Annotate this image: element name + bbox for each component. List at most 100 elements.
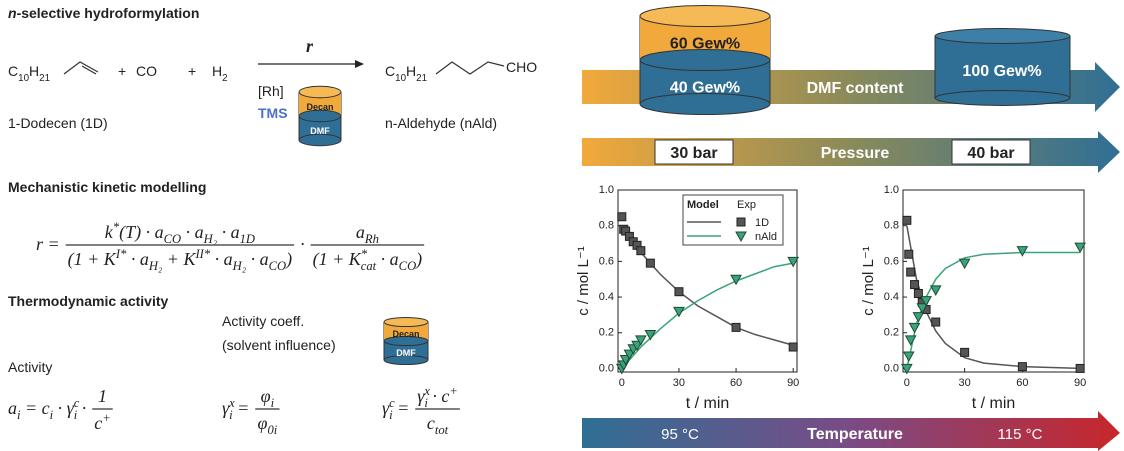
- text-run: c: [427, 413, 435, 433]
- marker-square: [1018, 363, 1026, 371]
- y-tick-label: 1.0: [884, 184, 899, 196]
- cylinder-top: [299, 86, 341, 98]
- text-run: ·: [300, 234, 305, 254]
- cylinder-label: 40 Gew%: [670, 80, 740, 97]
- legend-title: Model: [687, 199, 719, 211]
- section-title: Thermodynamic activity: [8, 293, 168, 309]
- marker-triangle: [910, 323, 920, 332]
- coeff-note: (solvent influence): [222, 337, 336, 353]
- text-run: 1: [98, 386, 107, 406]
- plus: +: [118, 63, 126, 79]
- formula: C10H21: [8, 63, 50, 84]
- marker-square: [618, 213, 626, 221]
- y-axis-label: c / mol L⁻¹: [575, 246, 592, 316]
- text-run: φ: [258, 413, 268, 433]
- temperature-high: 115 °C: [998, 426, 1043, 443]
- text-run: · c: [428, 386, 450, 406]
- reactant-name: 1-Dodecen (1D): [8, 115, 108, 131]
- fraction-numerator: aRh: [356, 222, 379, 246]
- text-run: r =: [36, 234, 60, 254]
- marker-square: [907, 268, 915, 276]
- x-tick-label: 0: [904, 377, 910, 389]
- tms: TMS: [258, 105, 288, 121]
- text-run: C: [8, 63, 18, 79]
- plot-frame: [903, 190, 1084, 372]
- equation-text: ai = ci · γci ·: [8, 396, 86, 422]
- text-run: 10: [395, 73, 406, 84]
- text-run: cat: [361, 259, 377, 273]
- marker-triangle: [1017, 247, 1027, 256]
- marker-square: [903, 216, 911, 224]
- y-tick-label: 1.0: [599, 184, 614, 196]
- text-run: +: [449, 384, 458, 398]
- text-run: c: [94, 413, 102, 433]
- fraction-denominator: φ0i: [258, 413, 278, 437]
- cylinder-interface: [299, 110, 341, 122]
- text-run: CO: [164, 232, 182, 246]
- text-run: · a: [126, 249, 149, 269]
- text-run: (1 + K: [313, 249, 362, 270]
- text-run: · a: [246, 249, 269, 269]
- marker-triangle: [960, 259, 970, 268]
- activity-label: Activity: [8, 359, 52, 375]
- equation-text: r =: [36, 234, 60, 254]
- x-tick-label: 90: [1074, 377, 1086, 389]
- text-run: C: [385, 63, 395, 79]
- catalyst: [Rh]: [258, 83, 284, 99]
- marker-square: [961, 348, 969, 356]
- legend-title: Exp: [737, 199, 756, 211]
- cylinder-label: 60 Gew%: [670, 36, 740, 53]
- equation-text: ·: [300, 234, 305, 254]
- text-run: H: [212, 63, 222, 79]
- text-run: =: [393, 398, 410, 418]
- text-run: i: [271, 396, 275, 410]
- product-name: n-Aldehyde (nAld): [385, 115, 497, 131]
- text-run: (1 + K: [68, 249, 117, 270]
- model-line: [622, 263, 793, 368]
- text-run: a: [356, 222, 365, 242]
- text-run: 1D: [240, 232, 255, 246]
- section-title: Mechanistic kinetic modelling: [8, 179, 206, 195]
- cylinder-label: Decan: [306, 102, 333, 112]
- text-run: 10: [18, 73, 29, 84]
- x-tick-label: 30: [958, 377, 970, 389]
- marker-triangle: [674, 307, 684, 316]
- pressure-label: Pressure: [821, 145, 890, 162]
- y-tick-label: 0.8: [599, 220, 614, 232]
- fraction-denominator: c+: [94, 411, 111, 433]
- y-tick-label: 0.6: [599, 255, 614, 267]
- cylinder-top: [640, 5, 770, 26]
- marker-square: [1076, 364, 1084, 372]
- section-title: n-selective hydroformylation: [8, 5, 199, 21]
- marker-square: [911, 281, 919, 289]
- fraction-denominator: (1 + KI* · aH₂ + KII* · aH₂ · aCO): [68, 247, 292, 273]
- y-tick-label: 0.6: [884, 255, 899, 267]
- text-run: +: [102, 411, 111, 425]
- cylinder-label: 100 Gew%: [962, 63, 1041, 80]
- text-run: · a: [217, 222, 240, 242]
- text-run: 21: [39, 73, 50, 84]
- text-run: · γ: [53, 398, 75, 418]
- marker-square: [932, 318, 940, 326]
- x-tick-label: 90: [787, 377, 799, 389]
- plus: +: [188, 63, 196, 79]
- marker-triangle: [906, 336, 916, 345]
- x-tick-label: 60: [1016, 377, 1028, 389]
- rate: r: [306, 36, 314, 56]
- x-axis-label: t / min: [686, 395, 730, 412]
- legend-marker: [737, 218, 745, 226]
- cho: CHO: [506, 59, 537, 75]
- text-run: CO: [399, 259, 417, 273]
- legend-label: 1D: [755, 217, 769, 229]
- text-run: tot: [435, 423, 449, 437]
- model-line: [907, 252, 1080, 368]
- cylinder-label: DMF: [396, 348, 416, 358]
- y-tick-label: 0.0: [599, 362, 614, 374]
- y-tick-label: 0.2: [599, 327, 614, 339]
- text-run: I*: [115, 247, 127, 261]
- fraction-numerator: γxi · c+: [417, 384, 458, 410]
- text-run: II*: [194, 247, 210, 261]
- y-tick-label: 0.4: [599, 291, 614, 303]
- title-prefix: n: [8, 5, 17, 21]
